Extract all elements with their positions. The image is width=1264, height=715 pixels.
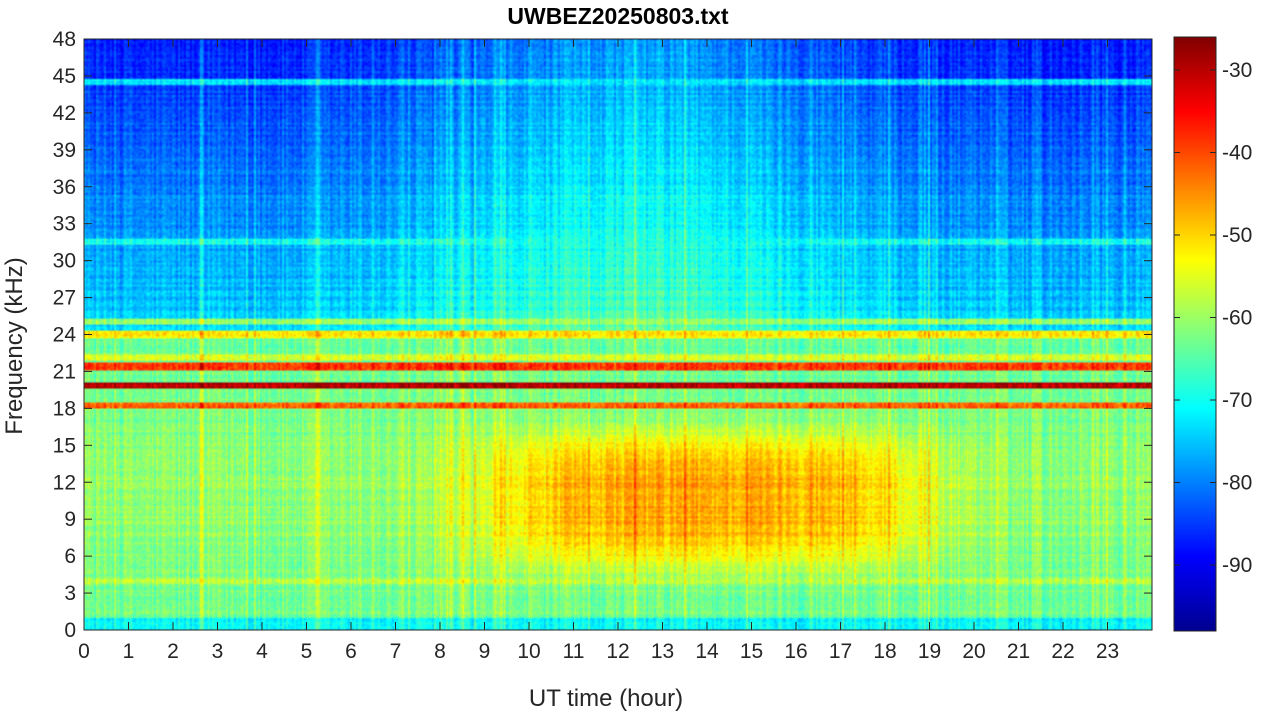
x-tick-label: 14 [695,640,719,663]
y-tick-label: 30 [53,250,76,273]
x-tick-label: 2 [167,640,179,663]
y-tick-label: 24 [53,324,77,347]
y-tick-label: 42 [53,102,76,125]
x-tick-label: 22 [1051,640,1074,663]
x-tick-label: 20 [962,640,985,663]
x-tick-label: 12 [606,640,629,663]
x-axis-title: UT time (hour) [529,685,683,712]
x-tick-label: 6 [345,640,357,663]
y-tick-label: 27 [53,287,76,310]
colorbar-tick-label: -60 [1222,307,1252,330]
y-tick-label: 21 [53,360,76,383]
spectrogram-heatmap [84,39,1152,630]
x-axis-ticks: 0 1 2 3 4 5 6 7 8 9 10 11 12 13 14 15 16 17 18 19 20 21 22 23 [78,39,1119,663]
x-tick-label: 1 [123,640,135,663]
y-tick-label: 39 [53,139,76,162]
x-tick-label: 13 [651,640,674,663]
y-tick-label: 33 [53,213,76,236]
x-tick-label: 19 [918,640,941,663]
colorbar-tick-label: -90 [1222,554,1252,577]
y-tick-label: 15 [53,434,76,457]
x-tick-label: 0 [78,640,90,663]
y-tick-label: 18 [53,397,76,420]
colorbar-tick-label: -30 [1222,59,1252,82]
y-axis-title: Frequency (kHz) [1,257,28,434]
colorbar-tick-label: -50 [1222,224,1252,247]
y-tick-label: 0 [64,619,76,642]
x-tick-label: 8 [434,640,446,663]
x-tick-label: 10 [517,640,540,663]
x-tick-label: 17 [829,640,852,663]
colorbar-tick-label: -40 [1222,142,1252,165]
x-tick-label: 11 [563,640,585,663]
colorbar-tick-label: -80 [1222,472,1252,495]
y-tick-label: 12 [53,471,76,494]
x-tick-label: 23 [1096,640,1119,663]
colorbar [1173,36,1217,632]
x-tick-label: 5 [301,640,313,663]
colorbar-ticks: -30 -40 -50 -60 -70 -80 -90 [1174,59,1252,577]
x-tick-label: 9 [479,640,491,663]
x-tick-label: 16 [784,640,807,663]
x-tick-label: 18 [873,640,896,663]
x-tick-label: 21 [1007,640,1030,663]
y-tick-label: 6 [64,545,76,568]
colorbar-tick-label: -70 [1222,389,1252,412]
y-tick-label: 9 [64,508,76,531]
y-tick-label: 45 [53,65,76,88]
x-tick-label: 3 [212,640,224,663]
x-tick-label: 7 [390,640,402,663]
x-tick-label: 4 [256,640,268,663]
y-tick-label: 36 [53,176,76,199]
y-tick-label: 3 [64,582,76,605]
chart-title: UWBEZ20250803.txt [507,3,728,29]
y-tick-label: 48 [53,28,76,51]
x-tick-label: 15 [740,640,763,663]
